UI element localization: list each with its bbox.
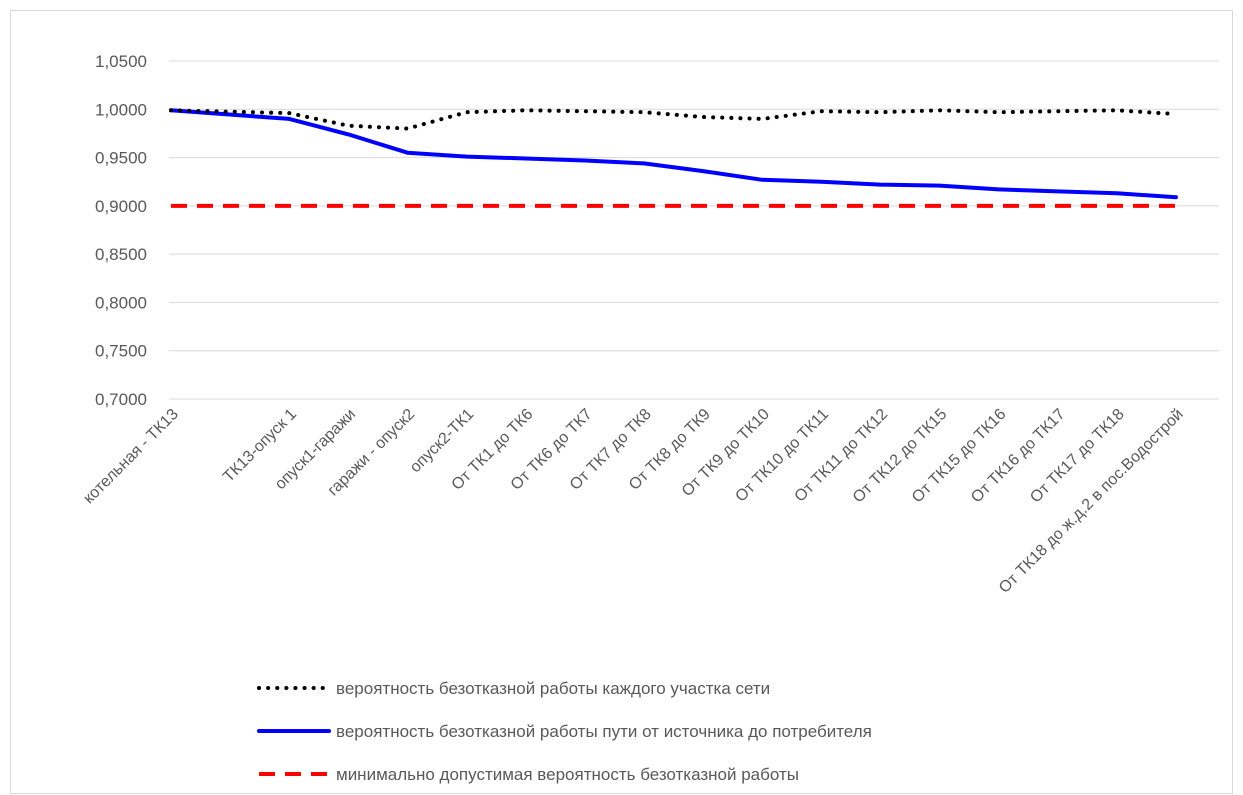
y-tick-label: 0,7500 (95, 342, 147, 361)
line-chart: 0,7000 0,7500 0,8000 0,8500 0,9000 0,9500 1,00… (80, 52, 1219, 784)
y-tick-label: 0,8000 (95, 293, 147, 312)
legend-label-1: вероятность безотказной работы каждого у… (336, 679, 770, 698)
series-line-2 (169, 108, 1178, 200)
legend-label-3: минимально допустимая вероятность безотк… (336, 765, 799, 784)
y-tick-label: 1,0500 (95, 52, 147, 71)
x-category-label: котельная - ТК13 (80, 406, 181, 507)
legend-label-2: вероятность безотказной работы пути от и… (336, 722, 872, 741)
y-tick-label: 0,9000 (95, 197, 147, 216)
y-axis-ticks: 0,7000 0,7500 0,8000 0,8500 0,9000 0,9500 1,00… (95, 52, 147, 409)
legend: вероятность безотказной работы каждого у… (257, 679, 872, 784)
series-line-1 (169, 108, 1178, 131)
grid-lines (169, 60, 1219, 400)
x-axis-labels: котельная - ТК13 ТК13-опуск 1опуск1-гараж… (80, 406, 1186, 597)
chart-container: 0,7000 0,7500 0,8000 0,8500 0,9000 0,9500 1,00… (10, 10, 1233, 794)
y-tick-label: 0,9500 (95, 149, 147, 168)
y-tick-label: 0,7000 (95, 390, 147, 409)
y-tick-label: 0,8500 (95, 245, 147, 264)
series-lines (169, 108, 1178, 208)
y-tick-label: 1,0000 (95, 100, 147, 119)
